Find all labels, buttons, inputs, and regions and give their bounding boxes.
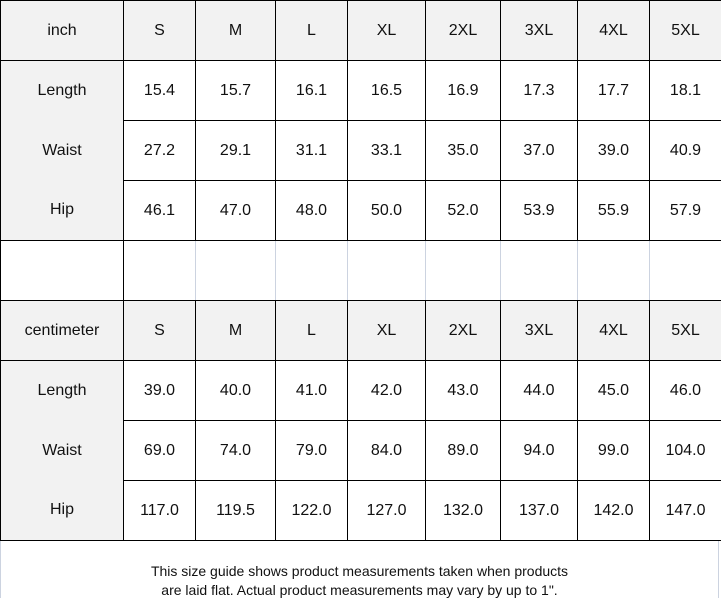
size-header: L (276, 1, 348, 61)
measurement-value: 17.7 (578, 61, 650, 121)
measurement-value: 43.0 (426, 361, 501, 421)
measurement-value: 46.0 (650, 361, 721, 421)
measurement-value: 31.1 (276, 121, 348, 181)
measurement-value: 40.0 (196, 361, 276, 421)
measurement-value: 104.0 (650, 421, 721, 481)
measurement-value: 119.5 (196, 481, 276, 541)
measurement-value: 46.1 (124, 181, 196, 241)
spacer-cell (276, 241, 348, 301)
size-header: 4XL (578, 1, 650, 61)
measurement-value: 117.0 (124, 481, 196, 541)
measurement-value: 55.9 (578, 181, 650, 241)
measurement-value: 40.9 (650, 121, 721, 181)
measurement-value: 50.0 (348, 181, 426, 241)
measurement-value: 33.1 (348, 121, 426, 181)
measurement-value: 15.7 (196, 61, 276, 121)
measurement-value: 42.0 (348, 361, 426, 421)
measurement-value: 122.0 (276, 481, 348, 541)
spacer-cell (196, 241, 276, 301)
measurement-value: 15.4 (124, 61, 196, 121)
measurement-label: Waist (1, 421, 124, 481)
unit-label: inch (1, 1, 124, 61)
spacer-cell (124, 241, 196, 301)
measurement-value: 57.9 (650, 181, 721, 241)
measurement-value: 48.0 (276, 181, 348, 241)
measurement-value: 53.9 (501, 181, 578, 241)
size-header: XL (348, 1, 426, 61)
measurement-label: Waist (1, 121, 124, 181)
spacer-cell (1, 241, 124, 301)
measurement-value: 18.1 (650, 61, 721, 121)
size-header: 5XL (650, 301, 721, 361)
measurement-value: 16.5 (348, 61, 426, 121)
measurement-label: Hip (1, 481, 124, 541)
spacer-cell (650, 241, 721, 301)
measurement-value: 132.0 (426, 481, 501, 541)
measurement-value: 84.0 (348, 421, 426, 481)
unit-label: centimeter (1, 301, 124, 361)
spacer-cell (426, 241, 501, 301)
measurement-value: 79.0 (276, 421, 348, 481)
spacer-row (1, 241, 721, 301)
size-header: L (276, 301, 348, 361)
note-line-2: are laid flat. Actual product measuremen… (1, 581, 718, 600)
size-header: 4XL (578, 301, 650, 361)
size-header: M (196, 1, 276, 61)
measurement-value: 16.1 (276, 61, 348, 121)
size-header: M (196, 301, 276, 361)
size-guide-note: This size guide shows product measuremen… (0, 541, 719, 598)
size-header: S (124, 301, 196, 361)
measurement-value: 142.0 (578, 481, 650, 541)
measurement-label: Length (1, 61, 124, 121)
spacer-cell (578, 241, 650, 301)
measurement-value: 147.0 (650, 481, 721, 541)
size-header: 3XL (501, 301, 578, 361)
spacer-cell (348, 241, 426, 301)
note-line-1: This size guide shows product measuremen… (1, 562, 718, 581)
measurement-label: Length (1, 361, 124, 421)
measurement-value: 41.0 (276, 361, 348, 421)
size-header: S (124, 1, 196, 61)
measurement-value: 17.3 (501, 61, 578, 121)
measurement-value: 137.0 (501, 481, 578, 541)
measurement-value: 52.0 (426, 181, 501, 241)
size-header: 2XL (426, 301, 501, 361)
measurement-value: 127.0 (348, 481, 426, 541)
measurement-value: 39.0 (578, 121, 650, 181)
measurement-value: 37.0 (501, 121, 578, 181)
measurement-value: 39.0 (124, 361, 196, 421)
size-header: 5XL (650, 1, 721, 61)
measurement-value: 44.0 (501, 361, 578, 421)
measurement-value: 99.0 (578, 421, 650, 481)
measurement-value: 69.0 (124, 421, 196, 481)
spacer-cell (501, 241, 578, 301)
measurement-label: Hip (1, 181, 124, 241)
measurement-value: 29.1 (196, 121, 276, 181)
measurement-value: 16.9 (426, 61, 501, 121)
measurement-value: 35.0 (426, 121, 501, 181)
measurement-value: 94.0 (501, 421, 578, 481)
size-header: 2XL (426, 1, 501, 61)
measurement-value: 45.0 (578, 361, 650, 421)
measurement-value: 47.0 (196, 181, 276, 241)
measurement-value: 89.0 (426, 421, 501, 481)
size-header: XL (348, 301, 426, 361)
size-header: 3XL (501, 1, 578, 61)
measurement-value: 74.0 (196, 421, 276, 481)
measurement-value: 27.2 (124, 121, 196, 181)
